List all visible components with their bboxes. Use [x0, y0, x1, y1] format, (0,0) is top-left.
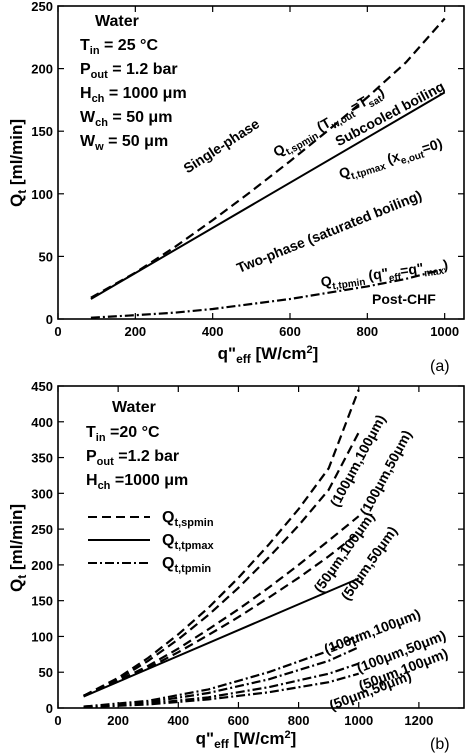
legend-label-tpmax: Qt,tpmax	[162, 532, 214, 552]
y-tick-label-a-1: 50	[39, 249, 53, 264]
series-line-b-8	[83, 672, 359, 709]
series-line-b-3	[83, 531, 360, 697]
conditions-b: Water Tin =20 °C Pout =1.2 bar Hch =1000…	[86, 399, 188, 492]
series-line-a-1	[90, 91, 446, 300]
region-two-phase: Two-phase (saturated boiling)	[234, 187, 424, 276]
wall-width-a: Ww = 50 μm	[80, 133, 168, 153]
x-tick-label-b-4: 800	[288, 713, 310, 728]
panel-label-b: (b)	[430, 736, 450, 753]
y-tick-label-b-9: 450	[31, 379, 53, 394]
x-tick-label-a-2: 400	[202, 324, 224, 339]
chart-panel-b: 0 200 400 600 800 1000 1200 0 50 100 150 200 250 300 3…	[7, 379, 465, 753]
x-tick-label-a-3: 600	[279, 324, 301, 339]
inlet-temp-b: Tin =20 °C	[86, 424, 160, 444]
curve-label-tpmin-a: Qt,tpmin (q"eff=q"max)	[320, 256, 450, 294]
region-single-phase: Single-phase	[180, 115, 262, 176]
axis-ticks-b: 0 200 400 600 800 1000 1200 0 50 100 150 200 250 300 3…	[31, 379, 464, 728]
channel-height-a: Hch = 1000 μm	[80, 85, 187, 105]
y-tick-label-b-0: 0	[46, 701, 53, 716]
x-tick-label-a-1: 200	[124, 324, 146, 339]
x-axis-label-a: q"eff [W/cm2]	[218, 344, 319, 366]
legend-b: Qt,spmin Qt,tpmax Qt,tpmin	[88, 509, 214, 575]
series-group-a	[90, 17, 446, 319]
legend-label-spmin: Qt,spmin	[162, 509, 214, 529]
plot-frame-a	[57, 5, 465, 320]
series-line-b-0	[83, 389, 360, 697]
axis-ticks-a: 0 200 400 600 800 1000 0 50 100 150 200 250	[31, 0, 464, 339]
series-line-b-6	[83, 646, 360, 708]
y-tick-label-b-4: 200	[31, 558, 53, 573]
conditions-a: Water Tin = 25 °C Pout = 1.2 bar Hch = 1…	[80, 13, 187, 153]
y-tick-label-b-3: 150	[31, 594, 53, 609]
y-tick-label-b-8: 400	[31, 415, 53, 430]
channel-height-b: Hch =1000 μm	[86, 472, 188, 492]
series-line-b-1	[83, 431, 360, 697]
outlet-pressure-b: Pout =1.2 bar	[86, 448, 179, 468]
y-tick-label-a-3: 150	[31, 124, 53, 139]
x-tick-label-b-0: 0	[54, 713, 61, 728]
curve-label-tpmax-a: Qt,tpmax (xe,out=0)	[337, 135, 445, 186]
outlet-pressure-a: Pout = 1.2 bar	[80, 61, 178, 81]
series-line-b-2	[83, 515, 360, 697]
x-tick-label-a-0: 0	[54, 324, 61, 339]
x-axis-label-b: q"eff [W/cm2]	[196, 729, 297, 751]
y-tick-label-b-5: 250	[31, 522, 53, 537]
x-tick-label-b-2: 400	[167, 713, 189, 728]
channel-width-a: Wch = 50 μm	[80, 109, 172, 129]
y-tick-label-a-0: 0	[46, 312, 53, 327]
x-tick-label-a-5: 1000	[430, 324, 459, 339]
y-tick-label-a-5: 250	[31, 0, 53, 14]
series-line-a-2	[90, 267, 445, 319]
series-line-b-4	[83, 577, 360, 698]
fluid-label-b: Water	[112, 399, 156, 416]
x-tick-label-b-3: 600	[228, 713, 250, 728]
region-post-chf: Post-CHF	[372, 291, 436, 307]
y-tick-label-a-4: 200	[31, 62, 53, 77]
y-tick-label-b-7: 350	[31, 451, 53, 466]
y-tick-label-a-2: 100	[31, 187, 53, 202]
series-line-a-0	[90, 17, 446, 299]
chart-panel-a: 0 200 400 600 800 1000 0 50 100 150 200 250 Qt [ml/…	[7, 0, 465, 375]
y-tick-label-b-6: 300	[31, 486, 53, 501]
inlet-temp-a: Tin = 25 °C	[80, 37, 158, 57]
series-line-b-5	[83, 634, 360, 708]
x-tick-label-a-4: 800	[356, 324, 378, 339]
x-tick-label-b-1: 200	[107, 713, 129, 728]
series-group-b	[83, 389, 360, 709]
plot-frame-b	[57, 385, 465, 709]
x-tick-label-b-5: 1000	[344, 713, 373, 728]
x-tick-label-b-6: 1200	[404, 713, 433, 728]
y-axis-label-b: Qt [ml/min]	[7, 504, 29, 592]
fluid-label-a: Water	[95, 13, 139, 30]
y-tick-label-b-1: 50	[39, 665, 53, 680]
panel-label-a: (a)	[430, 358, 450, 375]
y-tick-label-b-2: 100	[31, 629, 53, 644]
y-axis-label-a: Qt [ml/min]	[7, 119, 29, 207]
legend-label-tpmin: Qt,tpmin	[162, 555, 211, 575]
